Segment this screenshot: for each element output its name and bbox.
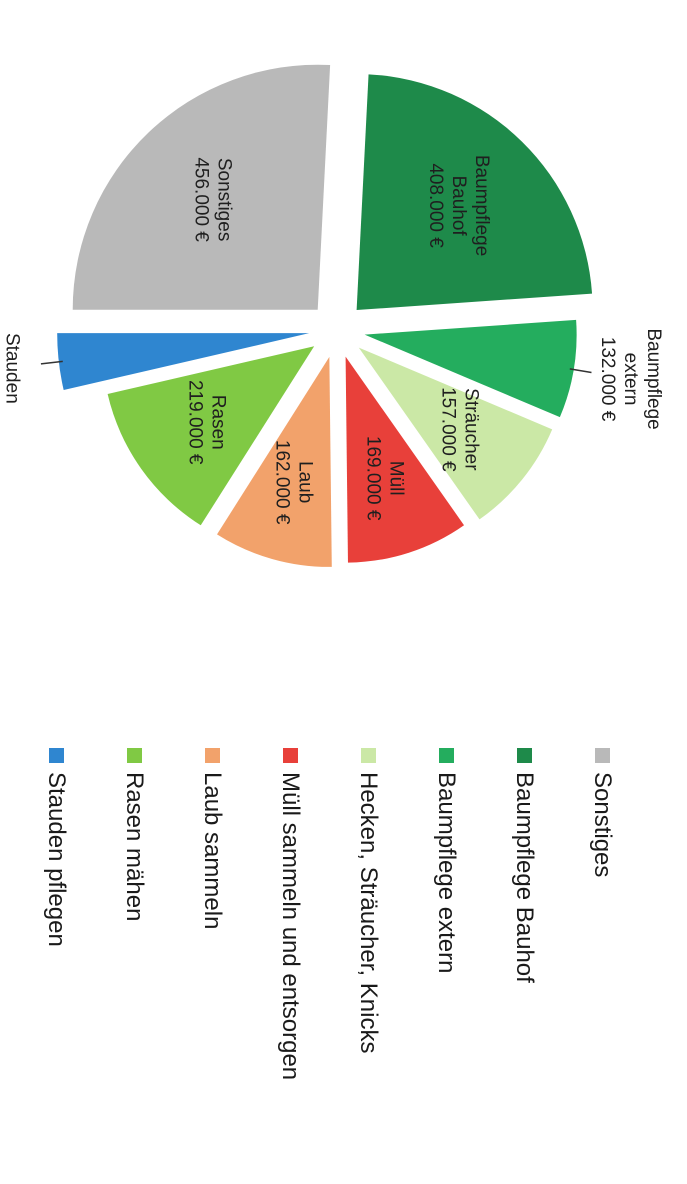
legend-label-sonstiges: Sonstiges bbox=[589, 772, 616, 877]
data-label-line: Bauhof bbox=[448, 175, 469, 236]
data-label-line: 162.000 € bbox=[271, 440, 292, 525]
data-label-muell: Müll169.000 € bbox=[362, 436, 406, 521]
legend-swatch-sonstiges bbox=[595, 748, 610, 763]
data-label-line: Stauden bbox=[2, 333, 23, 404]
pie-slice-baumpflege_extern bbox=[364, 319, 577, 418]
data-label-hecken: Sträucher157.000 € bbox=[438, 387, 482, 472]
data-label-line: Baumpflege bbox=[471, 155, 492, 256]
data-label-line: 408.000 € bbox=[425, 163, 446, 248]
data-label-line: Baumpflege bbox=[643, 328, 664, 429]
legend-swatch-rasen bbox=[127, 748, 142, 763]
data-label-sonstiges: Sonstiges456.000 € bbox=[191, 157, 235, 242]
legend-swatch-baumpflege_bauhof bbox=[517, 748, 532, 763]
pie-slice-rasen bbox=[107, 346, 315, 526]
legend-label-baumpflege_extern: Baumpflege extern bbox=[433, 772, 460, 973]
legend-swatch-muell bbox=[283, 748, 298, 763]
legend-label-rasen: Rasen mähen bbox=[121, 772, 148, 921]
data-label-line: 169.000 € bbox=[362, 436, 383, 521]
data-label-rasen: Rasen219.000 € bbox=[184, 380, 228, 465]
rotated-chart-group: Sonstiges456.000 € BaumpflegeBauhof408.00… bbox=[0, 64, 664, 1080]
pie-slice-hecken bbox=[358, 347, 553, 520]
pie-slice-muell bbox=[345, 356, 465, 563]
data-label-line: 456.000 € bbox=[191, 157, 212, 242]
data-label-line: Sträucher bbox=[461, 388, 482, 471]
data-label-line: Müll bbox=[385, 461, 406, 496]
data-label-line: extern bbox=[620, 353, 641, 406]
legend-swatch-stauden bbox=[49, 748, 64, 763]
data-label-baumpflege_extern: Baumpflegeextern132.000 € bbox=[597, 328, 664, 429]
legend-label-muell: Müll sammeln und entsorgen bbox=[277, 772, 304, 1080]
leader-line-stauden bbox=[40, 360, 63, 365]
legend-label-hecken: Hecken, Sträucher, Knicks bbox=[355, 772, 382, 1053]
data-label-line: Sonstiges bbox=[214, 158, 235, 241]
pie-slice-stauden bbox=[57, 333, 310, 391]
legend-label-baumpflege_bauhof: Baumpflege Bauhof bbox=[511, 772, 538, 983]
pie-slice-baumpflege_bauhof bbox=[356, 74, 593, 311]
data-label-line: 219.000 € bbox=[184, 380, 205, 465]
legend-swatch-baumpflege_extern bbox=[439, 748, 454, 763]
data-label-baumpflege_bauhof: BaumpflegeBauhof408.000 € bbox=[425, 155, 492, 256]
data-label-line: 132.000 € bbox=[597, 337, 618, 422]
data-label-stauden: Stauden64.000 € bbox=[0, 331, 23, 405]
data-label-line: Rasen bbox=[207, 395, 228, 450]
pie-slice-sonstiges bbox=[72, 64, 331, 310]
legend-swatch-hecken bbox=[361, 748, 376, 763]
data-label-laub: Laub162.000 € bbox=[271, 440, 315, 525]
legend-label-laub: Laub sammeln bbox=[199, 772, 226, 929]
legend-swatch-laub bbox=[205, 748, 220, 763]
data-label-line: 157.000 € bbox=[438, 387, 459, 472]
data-label-line: Laub bbox=[294, 461, 315, 503]
leader-line-baumpflege_extern bbox=[569, 368, 592, 374]
legend-label-stauden: Stauden pflegen bbox=[43, 772, 70, 947]
pie-slice-laub bbox=[217, 356, 332, 567]
